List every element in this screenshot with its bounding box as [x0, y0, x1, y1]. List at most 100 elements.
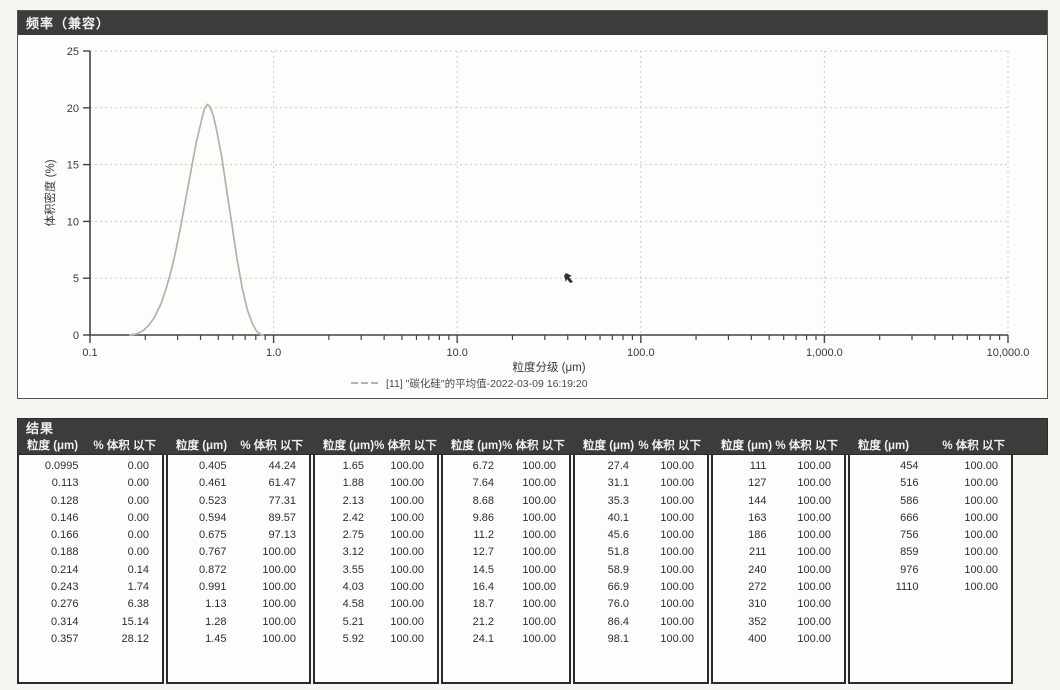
column-header-label: % 体积 以下 — [775, 440, 838, 452]
volume-below-value: 100.00 — [797, 546, 831, 559]
volume-below-value: 100.00 — [660, 477, 694, 490]
legend-label: [11] "碳化硅"的平均值-2022-03-09 16:19:20 — [386, 377, 588, 390]
particle-size-value: 454 — [900, 460, 919, 472]
volume-below-value: 100.00 — [797, 598, 831, 611]
table-row: 51.8 100.00 — [575, 544, 707, 561]
particle-size-value: 0.405 — [198, 460, 227, 472]
volume-below-value: 100.00 — [262, 546, 296, 559]
table-row: 86.4 100.00 — [575, 614, 707, 631]
column-header-label: 粒度 (μm) — [451, 440, 503, 452]
particle-size-value: 45.6 — [607, 529, 629, 542]
volume-below-value: 61.47 — [268, 477, 296, 490]
particle-size-value: 1.88 — [342, 477, 364, 490]
volume-below-value: 100.00 — [522, 529, 556, 542]
volume-below-value: 100.00 — [660, 494, 694, 507]
table-row: 0.113 0.00 — [19, 475, 162, 492]
volume-below-value: 6.38 — [127, 598, 149, 611]
particle-size-value: 0.872 — [198, 563, 227, 576]
table-row: 2.75 100.00 — [315, 527, 437, 544]
volume-below-value: 100.00 — [797, 494, 831, 507]
volume-below-value: 100.00 — [964, 563, 998, 576]
table-row: 144 100.00 — [713, 493, 844, 510]
volume-below-value: 100.00 — [660, 581, 694, 594]
frequency-chart-panel: 频率（兼容） 0 5 10 15 20 25 0.1 1.0 10.0 100.0 1,000.0 1… — [17, 10, 1048, 399]
particle-size-value: 0.675 — [198, 529, 227, 542]
particle-size-value: 400 — [748, 632, 767, 645]
particle-size-value: 2.75 — [342, 529, 364, 542]
column-header-pair: 粒度 (μm)% 体积 以下 — [574, 436, 710, 454]
particle-size-value: 240 — [748, 563, 767, 576]
particle-size-value: 1.45 — [205, 632, 227, 645]
results-panel: 结果 粒度 (μm)% 体积 以下 粒度 (μm)% 体积 以下 粒度 (μm)% … — [17, 418, 1048, 684]
volume-below-value: 0.14 — [127, 563, 149, 576]
particle-size-value: 0.314 — [50, 615, 79, 628]
table-row: 0.166 0.00 — [19, 527, 162, 544]
results-column-group: 0.0995 0.00 0.113 0.00 0.128 0.00 0.146 0.00 0.1… — [17, 455, 164, 684]
table-row: 6.72 100.00 — [443, 458, 569, 475]
table-row: 4.03 100.00 — [315, 579, 437, 596]
volume-below-value: 100.00 — [660, 598, 694, 611]
x-axis-label: 粒度分级 (μm) — [512, 360, 585, 374]
column-header-label: % 体积 以下 — [638, 440, 701, 452]
volume-below-value: 100.00 — [964, 494, 998, 507]
particle-size-value: 86.4 — [607, 615, 629, 628]
particle-size-value: 18.7 — [472, 598, 494, 611]
table-row: 1.13 100.00 — [168, 596, 309, 613]
particle-size-value: 3.12 — [342, 546, 364, 559]
table-row: 272 100.00 — [713, 579, 844, 596]
particle-size-value: 0.461 — [198, 477, 227, 490]
particle-size-value: 5.92 — [342, 632, 364, 645]
volume-below-value: 100.00 — [522, 598, 556, 611]
volume-below-value: 100.00 — [797, 632, 831, 645]
table-row: 2.13 100.00 — [315, 493, 437, 510]
volume-below-value: 100.00 — [522, 581, 556, 594]
volume-below-value: 100.00 — [522, 460, 556, 472]
particle-size-value: 0.166 — [50, 529, 79, 542]
table-row: 35.3 100.00 — [575, 493, 707, 510]
table-row: 211 100.00 — [713, 544, 844, 561]
table-row: 240 100.00 — [713, 562, 844, 579]
x-tick-label: 0.1 — [82, 347, 97, 359]
results-table: 0.0995 0.00 0.113 0.00 0.128 0.00 0.146 0.00 0.1… — [17, 455, 1048, 684]
particle-size-value: 98.1 — [607, 632, 629, 645]
particle-size-value: 272 — [748, 581, 767, 594]
table-row: 9.86 100.00 — [443, 510, 569, 527]
scan-artifact — [564, 273, 573, 283]
particle-size-value: 66.9 — [607, 581, 629, 594]
particle-size-value: 0.594 — [198, 511, 227, 524]
column-header-label: 粒度 (μm) — [323, 440, 375, 452]
table-row: 1.45 100.00 — [168, 631, 309, 648]
volume-below-value: 100.00 — [964, 581, 998, 594]
table-row: 0.146 0.00 — [19, 510, 162, 527]
particle-size-value: 4.03 — [342, 581, 364, 594]
y-tick-label: 20 — [67, 103, 79, 115]
volume-below-value: 100.00 — [964, 511, 998, 524]
particle-size-value: 14.5 — [472, 563, 494, 576]
chart-panel-title: 频率（兼容） — [18, 11, 1047, 35]
table-row: 14.5 100.00 — [443, 562, 569, 579]
particle-size-value: 666 — [900, 511, 919, 524]
results-column-group: 0.405 44.24 0.461 61.47 0.523 77.31 0.594 89.57… — [166, 455, 311, 684]
table-row: 1110 100.00 — [850, 579, 1011, 596]
volume-below-value: 100.00 — [522, 494, 556, 507]
volume-below-value: 100.00 — [522, 632, 556, 645]
particle-size-value: 3.55 — [342, 563, 364, 576]
table-row: 11.2 100.00 — [443, 527, 569, 544]
particle-size-value: 1.28 — [205, 615, 227, 628]
volume-below-value: 100.00 — [390, 460, 424, 472]
particle-size-value: 163 — [748, 511, 767, 524]
particle-size-value: 12.7 — [472, 546, 494, 559]
particle-size-value: 1.13 — [205, 598, 227, 611]
table-row: 1.88 100.00 — [315, 475, 437, 492]
table-row: 0.0995 0.00 — [19, 458, 162, 475]
volume-below-value: 44.24 — [268, 460, 296, 472]
volume-below-value: 100.00 — [522, 546, 556, 559]
results-column-group: 27.4 100.00 31.1 100.00 35.3 100.00 40.1 100.00… — [573, 455, 709, 684]
table-row: 21.2 100.00 — [443, 614, 569, 631]
volume-below-value: 0.00 — [127, 494, 149, 507]
volume-below-value: 100.00 — [390, 546, 424, 559]
table-row: 8.68 100.00 — [443, 493, 569, 510]
table-row: 58.9 100.00 — [575, 562, 707, 579]
table-row: 16.4 100.00 — [443, 579, 569, 596]
column-header-label: 粒度 (μm) — [27, 440, 79, 452]
